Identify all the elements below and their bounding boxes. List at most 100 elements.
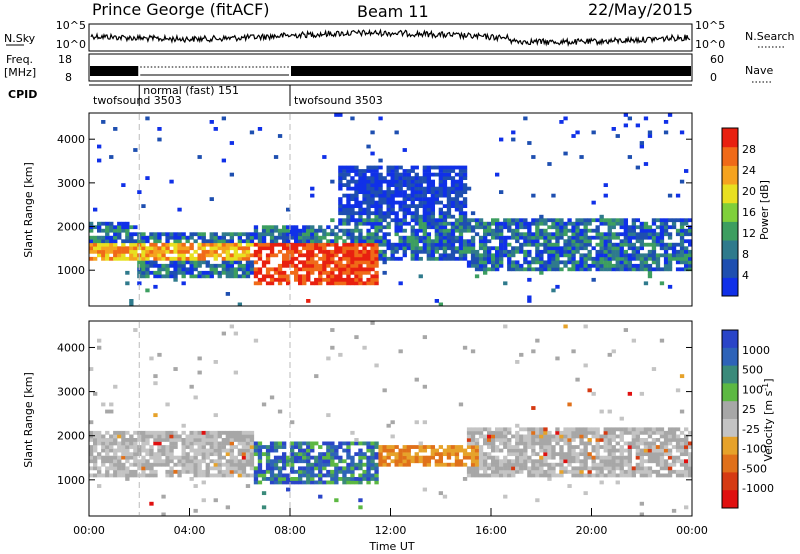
- heatmap-cell: [386, 462, 391, 467]
- heatmap-cell: [567, 267, 572, 272]
- heatmap-cell: [394, 165, 399, 170]
- heatmap-cell: [169, 256, 174, 261]
- heatmap-cell: [346, 448, 351, 453]
- heatmap-cell: [491, 256, 496, 261]
- heatmap-cell: [539, 249, 544, 254]
- heatmap-cell: [378, 200, 383, 205]
- heatmap-cell: [241, 466, 247, 471]
- heatmap-cell: [253, 225, 259, 230]
- heatmap-cell: [684, 263, 689, 268]
- heatmap-cell: [137, 270, 142, 275]
- heatmap-cell: [515, 459, 520, 464]
- heatmap-cell: [257, 253, 263, 258]
- heatmap-cell: [374, 477, 379, 481]
- heatmap-cell: [346, 172, 351, 177]
- nsearch-label: N.Search: [745, 30, 795, 43]
- heatmap-cell: [193, 434, 198, 439]
- heatmap-cell: [567, 448, 572, 453]
- heatmap-cell: [298, 253, 303, 258]
- heatmap-cell: [137, 260, 142, 265]
- heatmap-cell: [667, 452, 673, 457]
- heatmap-cell: [623, 427, 629, 432]
- heatmap-cell: [282, 445, 287, 449]
- heatmap-cell: [450, 204, 456, 209]
- heatmap-cell: [113, 256, 118, 261]
- heatmap-cell: [249, 232, 255, 237]
- heatmap-cell: [390, 253, 395, 258]
- heatmap-cell: [101, 445, 106, 449]
- heatmap-cell: [109, 473, 114, 478]
- heatmap-cell: [531, 466, 536, 471]
- heatmap-cell: [615, 221, 620, 226]
- heatmap-cell: [326, 242, 331, 247]
- heatmap-cell: [410, 193, 415, 198]
- heatmap-cell: [229, 239, 235, 244]
- heatmap-cell: [414, 204, 419, 209]
- heatmap-cell: [615, 246, 620, 251]
- heatmap-cell: [213, 235, 218, 240]
- heatmap-cell: [454, 204, 460, 209]
- heatmap-cell: [587, 221, 592, 226]
- heatmap-cell: [306, 249, 311, 254]
- heatmap-cell: [483, 221, 488, 226]
- heatmap-cell: [627, 253, 633, 258]
- heatmap-cell: [350, 235, 355, 240]
- heatmap-cell: [354, 200, 359, 205]
- heatmap-cell: [418, 190, 423, 195]
- heatmap-cell: [378, 455, 383, 460]
- heatmap-cell: [185, 434, 190, 439]
- heatmap-cell: [438, 239, 444, 244]
- heatmap-cell: [97, 434, 102, 439]
- heatmap-cell: [483, 473, 488, 478]
- heatmap-cell: [675, 260, 681, 265]
- heatmap-cell: [671, 221, 677, 226]
- heatmap-cell: [527, 253, 532, 258]
- heatmap-cell: [507, 263, 512, 268]
- heatmap-cell: [374, 274, 379, 279]
- heatmap-cell: [679, 445, 685, 449]
- heatmap-cell: [229, 469, 235, 474]
- heatmap-cell: [161, 249, 166, 254]
- heatmap-cell: [458, 193, 464, 198]
- heatmap-cell: [547, 441, 552, 446]
- heatmap-cell: [197, 466, 202, 471]
- heatmap-cell: [113, 253, 118, 258]
- heatmap-cell: [571, 235, 576, 240]
- heatmap-cell: [442, 249, 448, 254]
- heatmap-cell: [213, 270, 218, 275]
- heatmap-cell: [619, 430, 624, 435]
- heatmap-cell: [587, 469, 592, 474]
- heatmap-cell: [410, 459, 415, 464]
- heatmap-cell: [567, 430, 572, 435]
- heatmap-cell: [249, 430, 255, 435]
- heatmap-cell: [370, 204, 375, 209]
- heatmap-cell: [346, 277, 351, 282]
- heatmap-cell: [294, 441, 299, 446]
- heatmap-cell: [535, 218, 540, 223]
- heatmap-cell: [310, 281, 315, 286]
- heatmap-cell: [253, 260, 259, 265]
- heatmap-cell: [101, 434, 106, 439]
- heatmap-cell: [519, 246, 524, 251]
- heatmap-cell: [551, 466, 556, 471]
- heatmap-cell: [213, 445, 218, 449]
- heatmap-cell: [105, 239, 110, 244]
- heatmap-cell: [326, 260, 331, 265]
- colorbar-swatch: [722, 347, 738, 367]
- heatmap-cell: [603, 455, 608, 460]
- heatmap-cell: [109, 448, 114, 453]
- heatmap-cell: [495, 462, 500, 467]
- heatmap-cell: [402, 253, 407, 258]
- heatmap-cell: [635, 455, 641, 460]
- heatmap-cell: [302, 225, 307, 230]
- heatmap-cell: [294, 452, 299, 457]
- heatmap-cell: [527, 466, 532, 471]
- heatmap-cell: [406, 448, 411, 453]
- heatmap-cell: [149, 434, 154, 439]
- heatmap-cell: [330, 441, 335, 446]
- heatmap-cell: [466, 441, 472, 446]
- heatmap-cell: [362, 235, 367, 240]
- heatmap-cell: [643, 228, 649, 233]
- heatmap-cell: [213, 438, 218, 442]
- heatmap-cell: [418, 249, 423, 254]
